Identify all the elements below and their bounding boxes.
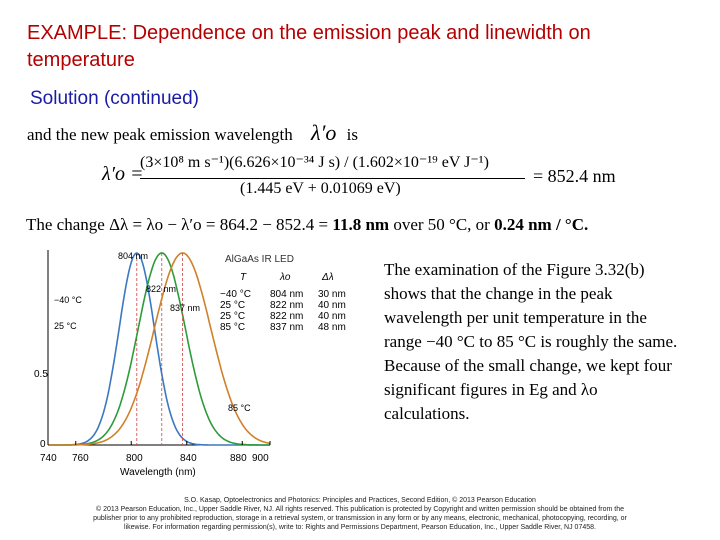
legend-row-peak: 804 nm — [270, 289, 303, 300]
legend-row-peak: 837 nm — [270, 322, 303, 333]
section-subtitle: Solution (continued) — [30, 88, 199, 109]
description-paragraph: The examination of the Figure 3.32(b) sh… — [384, 260, 678, 423]
x-tick-800: 800 — [126, 453, 143, 464]
legend-row-peak: 822 nm — [270, 300, 303, 311]
spectrum-curve — [48, 252, 270, 446]
legend-row: 85 °C 837 nm 48 nm — [220, 322, 346, 333]
intro-line: and the new peak emission wavelength λ′o… — [27, 120, 358, 146]
equation-numerator: (3×10⁸ m s⁻¹)(6.626×10⁻³⁴ J s) / (1.602×… — [140, 154, 489, 171]
x-tick-900: 900 — [252, 453, 269, 464]
peak-label-837: 837 nm — [170, 303, 200, 313]
axis-ticks — [47, 441, 271, 445]
change-value: 11.8 nm — [332, 215, 390, 234]
curve-label-85: 85 °C — [228, 403, 251, 413]
legend-row: 25 °C 822 nm 40 nm — [220, 311, 346, 322]
legend-row: −40 °C 804 nm 30 nm — [220, 289, 346, 300]
footer-line-1: S.O. Kasap, Optoelectronics and Photonic… — [184, 497, 536, 504]
legend-head-lambda: λo — [279, 272, 291, 283]
legend-row-width: 48 nm — [318, 322, 346, 333]
footer-line-4: likewise. For information regarding perm… — [124, 524, 596, 531]
change-rate: 0.24 nm / °C. — [494, 215, 589, 234]
footer-line-3: publisher prior to any prohibited reprod… — [93, 515, 627, 522]
change-line: The change Δλ = λo − λ′o = 864.2 − 852.4… — [26, 215, 588, 235]
curve-label-minus40: −40 °C — [54, 295, 82, 305]
legend-head-T: T — [240, 272, 247, 283]
legend-row-width: 40 nm — [318, 311, 346, 322]
footer-line-2: © 2013 Pearson Education, Inc., Upper Sa… — [96, 506, 624, 513]
fraction-bar — [140, 178, 525, 179]
peak-label-822: 822 nm — [146, 284, 176, 294]
x-tick-880: 880 — [230, 453, 247, 464]
slide-title: EXAMPLE: Dependence on the emission peak… — [27, 22, 591, 71]
y-tick-zero: 0 — [40, 439, 46, 450]
legend-title: AlGaAs IR LED — [225, 254, 294, 265]
legend-head-dlambda: Δλ — [321, 272, 334, 283]
x-tick-840: 840 — [180, 453, 197, 464]
emission-spectrum-figure: 804 nm 822 nm 837 nm −40 °C 25 °C 85 °C … — [34, 250, 346, 478]
spectrum-curve — [48, 252, 271, 446]
change-prefix: The change Δλ = λo − λ′o = 864.2 − 852.4… — [26, 215, 333, 234]
intro-suffix: is — [346, 125, 358, 144]
legend-row-width: 30 nm — [318, 289, 346, 300]
intro-text: and the new peak emission wavelength — [27, 125, 293, 144]
legend-row: 25 °C 822 nm 40 nm — [220, 300, 346, 311]
legend-row-t: 25 °C — [220, 311, 245, 322]
spectrum-curve — [48, 252, 270, 446]
legend-row-width: 40 nm — [318, 300, 346, 311]
legend-row-t: 85 °C — [220, 322, 245, 333]
legend-row-t: 25 °C — [220, 300, 245, 311]
x-tick-760: 760 — [72, 453, 89, 464]
x-axis-label: Wavelength (nm) — [120, 467, 196, 478]
curve-label-25: 25 °C — [54, 321, 77, 331]
change-mid: over 50 °C, or — [389, 215, 495, 234]
footer-credits: S.O. Kasap, Optoelectronics and Photonic… — [20, 496, 700, 532]
y-tick-half: 0.5 — [34, 369, 48, 380]
equation-denominator: (1.445 eV + 0.01069 eV) — [240, 180, 401, 197]
lambda-symbol: λ′o — [311, 120, 337, 145]
spectrum-curves — [48, 252, 271, 446]
equation-lhs: λ′o = — [102, 163, 144, 185]
x-tick-740: 740 — [40, 453, 57, 464]
peak-label-804: 804 nm — [118, 251, 148, 261]
legend-row-peak: 822 nm — [270, 311, 303, 322]
equation-result: = 852.4 nm — [533, 166, 616, 186]
legend-row-t: −40 °C — [220, 289, 251, 300]
